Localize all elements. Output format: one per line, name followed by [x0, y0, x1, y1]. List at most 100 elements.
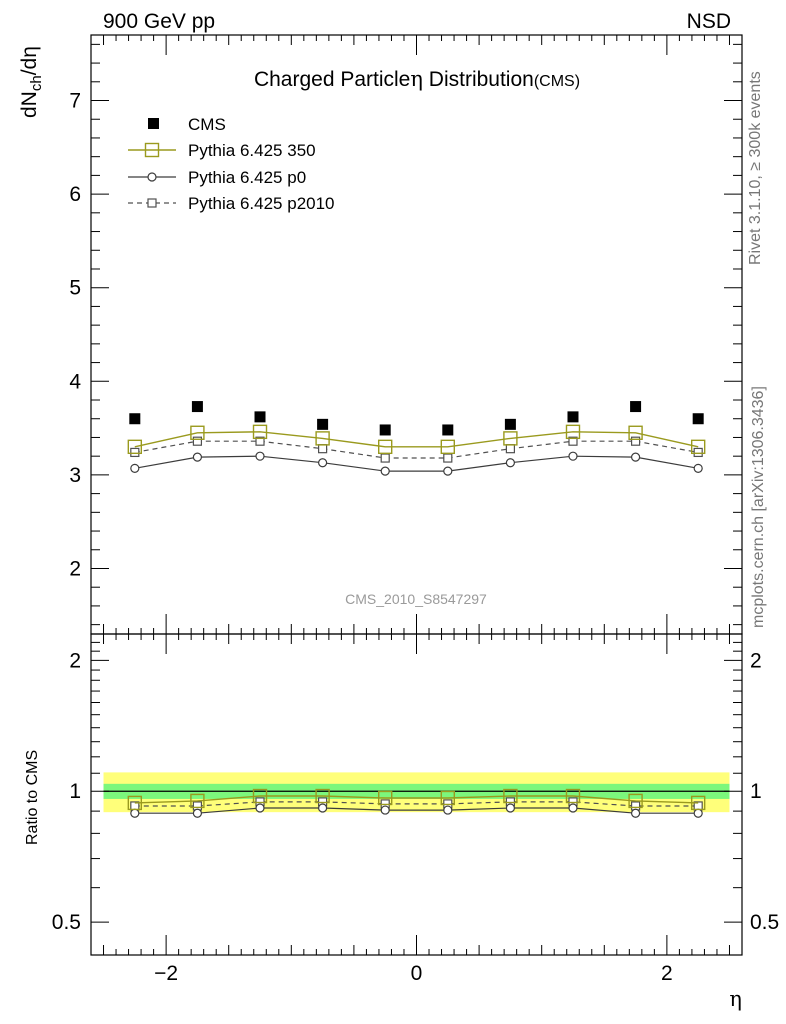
x-axis-label: η: [729, 987, 742, 1011]
ratio-pythia-p2010-line: [134, 801, 699, 807]
pythia-p2010-point: [505, 444, 515, 454]
ratio-pythia-350-point: [127, 795, 143, 811]
pythia-350-point: [440, 439, 455, 455]
legend-marker-350: [144, 142, 160, 158]
ratio-pythia-350-point: [628, 793, 643, 809]
pythia-350-point: [378, 439, 393, 455]
cms-data-point: [379, 424, 391, 436]
header-right: NSD: [687, 10, 731, 33]
ratio-pythia-350-point: [252, 788, 268, 804]
pythia-p2010-point: [630, 436, 641, 446]
ratio-pythia-350-point: [690, 795, 706, 811]
y-label-sub: ch: [28, 75, 45, 91]
chart-title-eta: η: [410, 67, 423, 91]
pythia-p2010-point: [568, 436, 578, 446]
legend-marker-cms: [148, 118, 159, 129]
ratio-pythia-p0-point: [255, 803, 265, 813]
x-tick-label: −2: [154, 962, 178, 985]
pythia-p0-point: [568, 451, 578, 461]
y-tick-label: 2: [69, 557, 81, 580]
ratio-pythia-p0-point: [505, 803, 515, 813]
pythia-350-point: [315, 431, 330, 446]
pythia-p0-point: [318, 458, 328, 468]
ratio-y-axis: 0.5 0.5 1 1 2 2: [52, 641, 779, 934]
header-left: 900 GeV pp: [103, 10, 215, 33]
pythia-350-line: [134, 431, 699, 448]
legend-label-350: Pythia 6.425 350: [188, 141, 316, 160]
pythia-p0-point: [380, 466, 390, 476]
ratio-pythia-350-point: [378, 790, 393, 806]
main-y-label: dNch/dη: [18, 46, 45, 118]
ratio-pythia-p0-point: [380, 805, 390, 815]
pythia-p2010-point: [255, 436, 265, 446]
analysis-watermark: CMS_2010_S8547297: [345, 591, 487, 607]
chart-title-rest: Distribution: [423, 68, 534, 91]
pythia-p0-point: [630, 452, 641, 462]
legend-label-p0: Pythia 6.425 p0: [188, 168, 306, 187]
pythia-p0-point: [255, 451, 265, 461]
ratio-pythia-p0-point: [192, 808, 203, 818]
pythia-p0-line: [134, 455, 699, 472]
y-tick-label: 7: [69, 90, 81, 113]
ratio-pythia-p0-point: [318, 803, 328, 813]
pythia-350-point: [628, 425, 643, 440]
y-label-dn: dN: [18, 91, 41, 118]
chart-title: Charged Particleη Distribution(CMS): [254, 67, 580, 91]
pythia-350-point: [252, 424, 268, 440]
ratio-plot-marks: [103, 772, 730, 818]
pythia-p2010-point: [130, 447, 140, 458]
ratio-pythia-350-point: [565, 788, 581, 804]
pythia-350-point: [690, 439, 706, 455]
cms-data-point: [692, 413, 704, 425]
ratio-pythia-350-line: [134, 795, 699, 804]
legend-label-p2010: Pythia 6.425 p2010: [188, 194, 335, 213]
legend: CMS Pythia 6.425 350 Pythia 6.425 p0 Pyt…: [128, 115, 335, 213]
y-tick-label: 3: [69, 464, 81, 487]
pythia-p2010-line: [134, 440, 699, 459]
legend-marker-p2010: [147, 198, 157, 208]
pythia-p2010-point: [380, 453, 390, 463]
ratio-pythia-350-point: [440, 790, 455, 806]
pythia-p2010-point: [192, 436, 203, 446]
ratio-y-tick-label-right: 1: [750, 780, 762, 803]
x-tick-label: 2: [661, 962, 673, 985]
legend-marker-p0: [147, 172, 157, 182]
pythia-350-point: [190, 425, 205, 440]
ratio-pythia-350-point: [190, 793, 205, 809]
cms-data-point: [504, 418, 516, 430]
y-label-rest: /dη: [18, 46, 41, 75]
legend-label-cms: CMS: [188, 115, 226, 134]
pythia-p2010-point: [693, 447, 703, 458]
ratio-x-axis: −2 0 2: [103, 634, 730, 985]
pythia-p2010-point: [318, 444, 328, 454]
chart-title-main: Charged Particle: [254, 68, 410, 91]
ratio-y-tick-label-left: 1: [69, 780, 81, 803]
cms-data-point: [191, 401, 203, 413]
cms-data-point: [567, 411, 579, 423]
cms-data-point: [129, 413, 141, 425]
pythia-p0-point: [192, 452, 203, 462]
pythia-p0-point: [130, 463, 140, 473]
mcplots-label: mcplots.cern.ch [arXiv:1306.3436]: [750, 386, 767, 628]
ratio-y-tick-label-right: 0.5: [750, 911, 779, 934]
main-y-axis: 2 3 4 5 6 7: [69, 43, 742, 626]
ratio-pythia-350-point: [503, 788, 518, 804]
y-tick-label: 5: [69, 277, 81, 300]
ratio-pythia-p0-line: [134, 807, 699, 814]
x-tick-label: 0: [411, 962, 423, 985]
ratio-pythia-350-point: [315, 788, 330, 804]
y-tick-label: 4: [69, 370, 81, 393]
ratio-y-tick-label-left: 2: [69, 649, 81, 672]
chart-title-suffix: (CMS): [534, 73, 580, 90]
cms-data-point: [317, 418, 329, 430]
ratio-pythia-p0-point: [693, 808, 703, 818]
ratio-pythia-p0-point: [630, 808, 641, 818]
ratio-y-tick-label-left: 0.5: [52, 911, 81, 934]
pythia-p0-point: [443, 466, 453, 476]
main-x-ticks: [103, 35, 730, 634]
main-panel: 2 3 4 5 6 7 Charged Particleη Distribution(CM…: [18, 34, 743, 635]
y-tick-label: 6: [69, 183, 81, 206]
main-plot-marks: [127, 401, 706, 476]
ratio-y-label: Ratio to CMS: [24, 750, 41, 845]
